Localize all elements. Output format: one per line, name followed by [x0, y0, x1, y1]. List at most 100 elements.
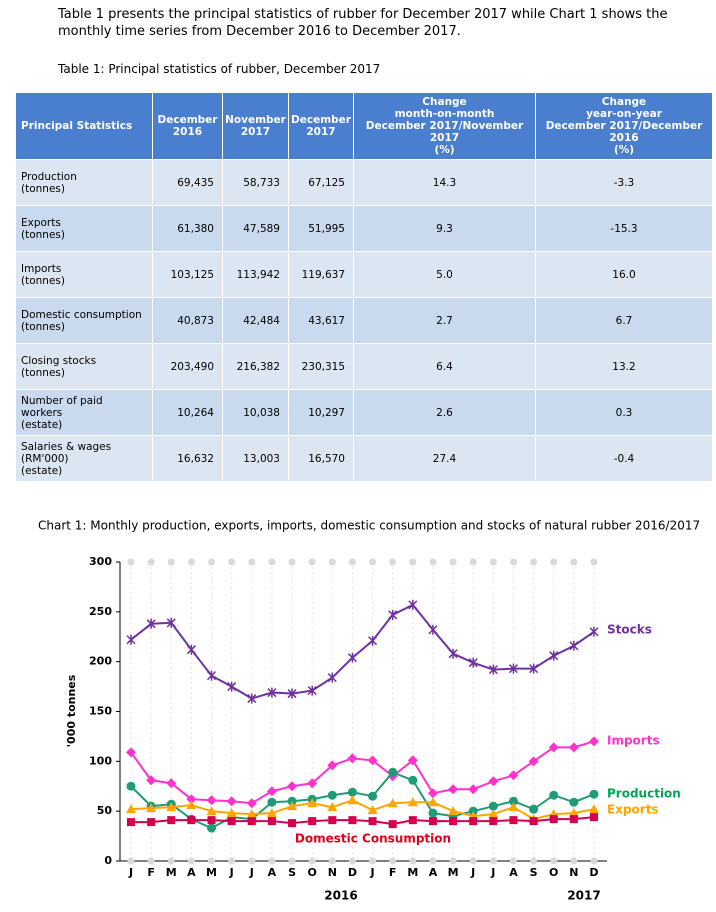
guide-dot — [429, 857, 437, 865]
guide-dot — [570, 857, 578, 865]
table-cell: 69,435 — [152, 159, 223, 206]
x-tick-label: A — [509, 866, 518, 879]
marker — [549, 815, 558, 824]
marker — [449, 817, 458, 826]
guide-dot — [228, 558, 236, 566]
marker — [508, 770, 519, 781]
y-tick-label: 150 — [89, 705, 112, 718]
marker — [529, 817, 538, 826]
year-label: 2017 — [567, 889, 600, 903]
table-cell: 61,380 — [152, 205, 223, 252]
table-cell: 2.7 — [353, 297, 536, 344]
table-cell: 16.0 — [535, 251, 713, 298]
marker — [126, 804, 136, 814]
x-tick-label: A — [187, 866, 196, 879]
marker — [468, 657, 478, 668]
y-tick-label: 100 — [89, 754, 112, 767]
marker — [247, 817, 256, 826]
marker — [488, 801, 498, 811]
marker — [489, 817, 498, 826]
table-cell: 0.3 — [535, 389, 713, 436]
marker — [327, 672, 337, 683]
marker — [307, 798, 318, 808]
guide-dot — [308, 857, 316, 865]
marker — [347, 795, 358, 805]
marker — [207, 816, 216, 825]
table-cell: 6.4 — [353, 343, 536, 390]
marker — [287, 801, 298, 811]
guide-dot — [147, 857, 155, 865]
marker — [488, 809, 499, 819]
marker — [548, 742, 559, 753]
y-tick-label: 300 — [89, 555, 112, 568]
marker — [186, 800, 197, 810]
year-label: 2016 — [324, 889, 357, 903]
guide-dot — [208, 857, 216, 865]
y-axis-label: '000 tonnes — [65, 674, 78, 747]
marker — [267, 687, 277, 698]
marker — [146, 618, 156, 629]
table-title: Table 1: Principal statistics of rubber,… — [58, 62, 381, 76]
guide-dot — [167, 558, 175, 566]
marker — [388, 820, 397, 829]
series-label: Domestic Consumption — [295, 832, 451, 846]
x-tick-label: M — [206, 866, 217, 879]
chart: Chart 1: Monthly production, exports, im… — [38, 519, 700, 903]
marker — [589, 626, 599, 637]
guide-dot — [328, 857, 336, 865]
marker — [266, 808, 277, 818]
table-cell: 216,382 — [222, 343, 289, 390]
marker — [469, 817, 478, 826]
table-cell: 2.6 — [353, 389, 536, 436]
guide-dot — [348, 857, 356, 865]
x-tick-label: D — [589, 866, 598, 879]
x-tick-label: D — [348, 866, 357, 879]
marker — [207, 823, 217, 833]
guide-dot — [469, 857, 477, 865]
guide-dot — [348, 558, 356, 566]
table-cell: 10,264 — [152, 389, 223, 436]
x-tick-label: J — [128, 866, 133, 879]
table-cell: 16,570 — [288, 435, 354, 482]
marker — [328, 816, 337, 825]
table-cell: Salaries & wages (RM'000) (estate) — [15, 435, 153, 482]
header-cell: December 2017 — [288, 92, 354, 160]
table-cell: 14.3 — [353, 159, 536, 206]
x-tick-label: O — [549, 866, 558, 879]
series-label: Imports — [607, 734, 660, 748]
table-cell: 51,995 — [288, 205, 354, 252]
marker — [387, 798, 398, 808]
guide-dot — [147, 558, 155, 566]
marker — [368, 791, 378, 801]
series-line — [130, 603, 595, 700]
intro-text: Table 1 presents the principal statistic… — [58, 7, 668, 39]
x-tick-label: J — [229, 866, 234, 879]
marker — [347, 652, 357, 663]
guide-dot — [288, 558, 296, 566]
marker — [348, 816, 357, 825]
table-cell: Closing stocks (tonnes) — [15, 343, 153, 390]
x-tick-label: O — [307, 866, 316, 879]
guide-dot — [590, 857, 598, 865]
marker — [367, 805, 378, 815]
marker — [428, 808, 438, 818]
marker — [388, 609, 398, 620]
marker — [147, 818, 156, 827]
header-cell: Change year-on-year December 2017/Decemb… — [535, 92, 713, 160]
series-line — [130, 799, 595, 821]
marker — [146, 803, 157, 813]
marker — [428, 624, 438, 635]
marker — [407, 797, 418, 807]
x-tick-label: M — [407, 866, 418, 879]
marker — [568, 808, 579, 818]
guide-dot — [550, 558, 558, 566]
guide-dot — [389, 857, 397, 865]
marker — [166, 802, 177, 812]
series-label: Stocks — [607, 623, 652, 637]
guide-dot — [409, 558, 417, 566]
table-cell: 13.2 — [535, 343, 713, 390]
guide-dot — [187, 558, 195, 566]
y-tick-label: 250 — [89, 605, 112, 618]
table-cell: -3.3 — [535, 159, 713, 206]
guide-dot — [409, 857, 417, 865]
